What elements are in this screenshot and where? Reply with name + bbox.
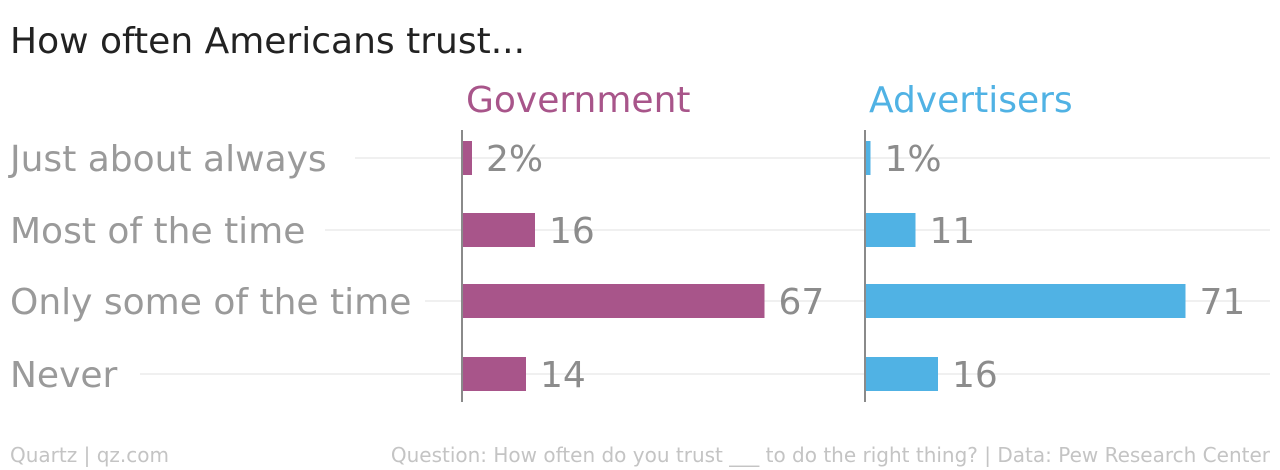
footer-source-right: Question: How often do you trust ___ to … [391,443,1271,467]
series-title-government: Government [466,80,691,121]
footer-source-left: Quartz | qz.com [10,443,169,467]
bar-advertisers-never [866,357,938,391]
plot-area: Just about always Most of the time Only so… [8,80,1270,402]
category-label-most-of-the-time: Most of the time [10,211,305,252]
bar-advertisers-just-about-always [866,141,871,175]
category-label-only-some-of-the-time: Only some of the time [10,282,411,323]
value-label-advertisers-never: 16 [952,355,998,396]
value-label-government-only-some-of-the-time: 67 [779,282,825,323]
bar-advertisers-only-some-of-the-time [866,284,1186,318]
category-label-just-about-always: Just about always [8,139,327,180]
value-label-advertisers-only-some-of-the-time: 71 [1200,282,1246,323]
bar-government-never [463,357,526,391]
chart-title: How often Americans trust... [10,21,525,62]
series-title-advertisers: Advertisers [869,80,1073,121]
value-label-government-most-of-the-time: 16 [549,211,595,252]
value-label-advertisers-most-of-the-time: 11 [930,211,976,252]
bar-government-just-about-always [463,141,472,175]
value-label-advertisers-just-about-always: 1% [885,139,942,180]
value-label-government-never: 14 [540,355,586,396]
bar-government-most-of-the-time [463,213,535,247]
category-label-never: Never [10,355,118,396]
bar-government-only-some-of-the-time [463,284,765,318]
bar-advertisers-most-of-the-time [866,213,916,247]
value-label-government-just-about-always: 2% [486,139,543,180]
